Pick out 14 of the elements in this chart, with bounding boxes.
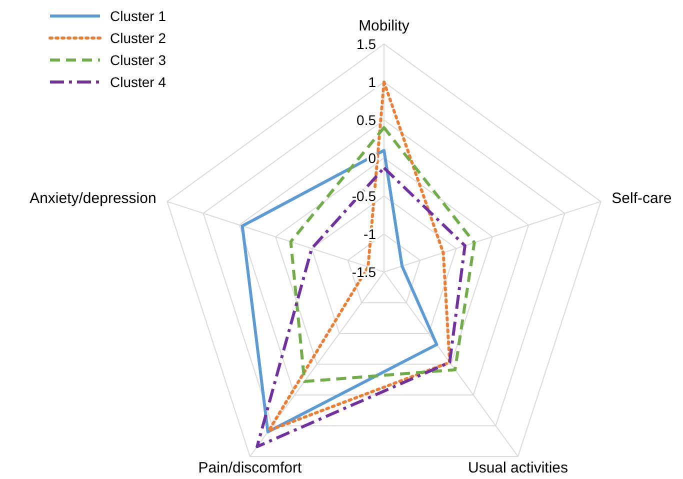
spoke-label: Usual activities — [468, 459, 568, 476]
y-tick-label: -1 — [364, 226, 376, 242]
spoke-label: Self-care — [612, 190, 672, 208]
y-tick-label: -0.5 — [352, 188, 376, 204]
spoke-label: Pain/discomfort — [198, 459, 303, 476]
legend-label: Cluster 3 — [110, 52, 166, 68]
legend-label: Cluster 2 — [110, 30, 166, 46]
y-tick-label: 1 — [368, 74, 376, 90]
spoke-label: Anxiety/depression — [30, 190, 156, 208]
legend-label: Cluster 1 — [110, 8, 166, 24]
y-tick-label: 1.5 — [356, 36, 376, 52]
spoke-label: Mobility — [358, 18, 410, 35]
legend-label: Cluster 4 — [110, 74, 166, 90]
y-tick-label: 0.5 — [356, 112, 376, 128]
